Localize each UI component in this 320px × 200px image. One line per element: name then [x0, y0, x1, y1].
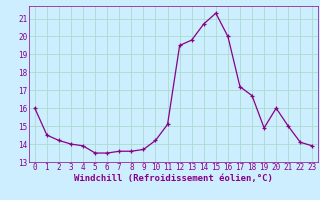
X-axis label: Windchill (Refroidissement éolien,°C): Windchill (Refroidissement éolien,°C): [74, 174, 273, 183]
